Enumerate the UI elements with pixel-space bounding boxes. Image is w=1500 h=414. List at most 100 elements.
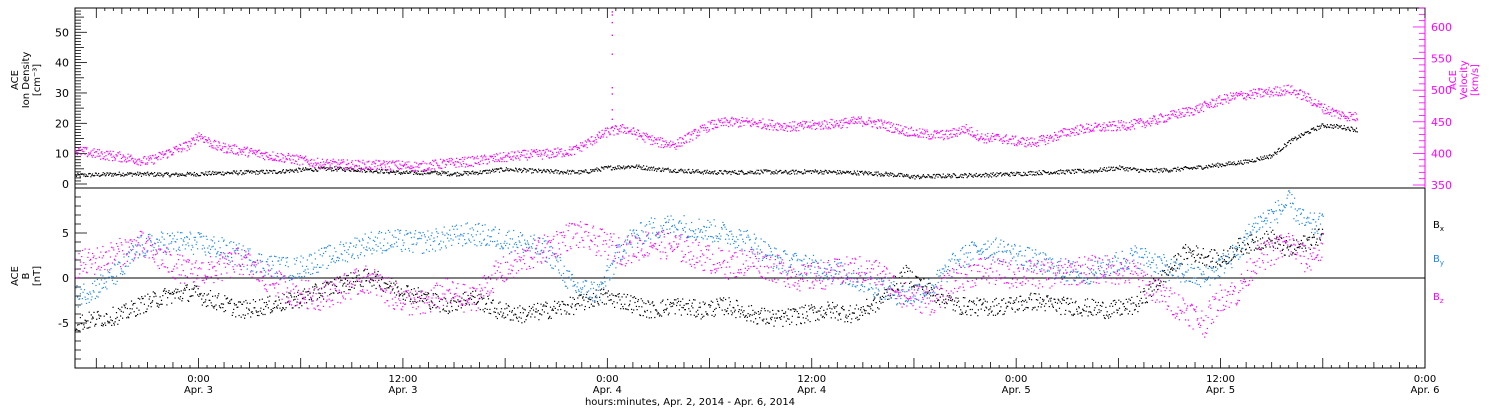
bx-point [489,313,490,314]
velocity-point [959,128,960,129]
density-point [898,173,899,174]
velocity-point [187,145,188,146]
bx-point [93,318,94,319]
density-point [1031,171,1032,172]
density-point [77,174,78,175]
velocity-point [1049,138,1050,139]
velocity-point [813,125,814,126]
density-point [490,172,491,173]
density-point [927,176,928,177]
velocity-point [585,140,586,141]
density-point [1308,131,1309,132]
bx-point [164,288,165,289]
density-point [708,173,709,174]
density-point [912,177,913,178]
velocity-point [329,162,330,163]
velocity-point [122,161,123,162]
density-point [378,172,379,173]
density-point [963,175,964,176]
velocity-point [241,154,242,155]
velocity-point [476,163,477,164]
velocity-point [184,148,185,149]
velocity-point [1310,102,1311,103]
density-point [403,171,404,172]
velocity-point [1115,125,1116,126]
velocity-point [1308,94,1309,95]
velocity-point [188,147,189,148]
velocity-point [169,149,170,150]
velocity-point [225,146,226,147]
density-point [1098,171,1099,172]
velocity-point [958,130,959,131]
velocity-point [401,165,402,166]
density-point [727,173,728,174]
density-point [254,172,255,173]
density-point [152,173,153,174]
velocity-point [854,118,855,119]
velocity-point [777,123,778,124]
velocity-point [1149,118,1150,119]
density-point [1298,138,1299,139]
velocity-point [922,133,923,134]
velocity-point [868,120,869,121]
velocity-point [1343,116,1344,117]
bx-point [192,288,193,289]
velocity-point [1318,103,1319,104]
bx-point [418,287,419,288]
velocity-point [810,126,811,127]
velocity-point [413,167,414,168]
velocity-point [458,162,459,163]
velocity-point [1250,98,1251,99]
velocity-point [396,160,397,161]
bx-point [423,301,424,302]
velocity-point [480,161,481,162]
velocity-point [290,156,291,157]
density-point [1161,170,1162,171]
bx-point [165,293,166,294]
velocity-point [1242,93,1243,94]
velocity-point [1194,114,1195,115]
velocity-point [963,132,964,133]
velocity-point [228,148,229,149]
velocity-point [873,121,874,122]
velocity-point [1191,112,1192,113]
velocity-point [915,135,916,136]
density-point [83,174,84,175]
bx-point [350,272,351,273]
velocity-point [1030,138,1031,139]
velocity-point [859,118,860,119]
velocity-point [1260,96,1261,97]
velocity-point [1099,130,1100,131]
velocity-point [424,163,425,164]
density-point [1248,162,1249,163]
velocity-point [107,151,108,152]
density-point [1197,166,1198,167]
density-point [786,171,787,172]
velocity-point [518,158,519,159]
density-point [192,174,193,175]
bx-point [113,323,114,324]
velocity-point [1345,116,1346,117]
density-point [969,173,970,174]
velocity-point [355,165,356,166]
velocity-point [328,162,329,163]
velocity-point [763,127,764,128]
velocity-point [358,161,359,162]
velocity-point [1123,127,1124,128]
velocity-point [677,146,678,147]
bx-point [458,306,459,307]
density-point [1329,127,1330,128]
velocity-point [257,151,258,152]
density-point [651,167,652,168]
bx-point [430,309,431,310]
velocity-point [494,161,495,162]
bx-point [272,310,273,311]
density-point [635,166,636,167]
velocity-point [1031,146,1032,147]
velocity-point [1182,112,1183,113]
velocity-point [801,126,802,127]
bx-point [246,307,247,308]
bx-point [155,293,156,294]
density-point [1292,138,1293,139]
velocity-point [978,140,979,141]
